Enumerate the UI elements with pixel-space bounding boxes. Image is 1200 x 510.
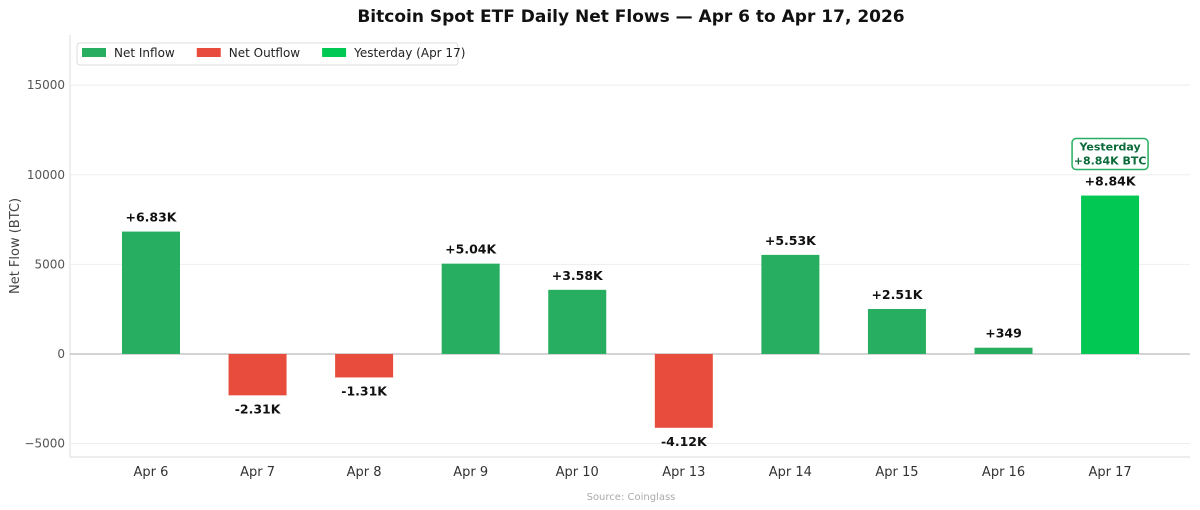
data-label: +5.53K	[765, 233, 817, 248]
bar-apr-9	[441, 263, 500, 354]
data-label: -1.31K	[341, 383, 388, 398]
x-tick-label: Apr 16	[982, 465, 1025, 480]
y-tick-label: 10000	[27, 168, 65, 182]
x-tick-label: Apr 6	[134, 465, 169, 480]
legend-label: Net Inflow	[114, 46, 175, 60]
legend-swatch	[322, 48, 347, 57]
data-label: -4.12K	[661, 434, 708, 449]
bar-apr-7	[228, 353, 287, 396]
legend-swatch	[196, 48, 221, 57]
x-tick-label: Apr 17	[1088, 465, 1131, 480]
legend-label: Net Outflow	[229, 46, 301, 60]
y-tick-label: 5000	[34, 257, 65, 271]
bar-apr-6	[121, 231, 180, 354]
bar-apr-13	[654, 353, 713, 428]
x-tick-label: Apr 9	[453, 465, 488, 480]
chart-title: Bitcoin Spot ETF Daily Net Flows — Apr 6…	[357, 7, 904, 27]
data-label: +8.84K	[1085, 174, 1137, 189]
legend-swatch	[82, 48, 106, 57]
legend	[76, 42, 459, 66]
data-label: +3.58K	[552, 268, 604, 283]
bar-apr-16	[974, 347, 1033, 354]
y-tick-label: −5000	[24, 437, 65, 451]
x-tick-label: Apr 7	[240, 465, 275, 480]
bar-apr-14	[761, 254, 820, 354]
x-tick-label: Apr 14	[769, 465, 812, 480]
y-axis-label: Net Flow (BTC)	[8, 198, 23, 294]
bar-apr-10	[548, 289, 607, 354]
data-label: +6.83K	[125, 210, 177, 225]
legend-label: Yesterday (Apr 17)	[353, 46, 465, 60]
annotation-box	[1071, 137, 1149, 171]
annotation-line1: Yesterday	[1078, 141, 1140, 154]
x-tick-label: Apr 13	[662, 465, 705, 480]
x-tick-label: Apr 8	[347, 465, 382, 480]
bar-apr-8	[335, 353, 394, 378]
y-tick-label: 0	[57, 347, 65, 361]
data-label: +349	[985, 326, 1022, 341]
x-tick-label: Apr 15	[875, 465, 918, 480]
bar-apr-15	[867, 308, 926, 354]
x-tick-label: Apr 10	[556, 465, 599, 480]
annotation-line2: +8.84K BTC	[1074, 155, 1147, 168]
data-label: +2.51K	[871, 287, 923, 302]
data-label: -2.31K	[235, 401, 282, 416]
y-tick-label: 15000	[27, 78, 65, 92]
source-note: Source: Coinglass	[587, 492, 676, 503]
bar-apr-17	[1081, 195, 1140, 354]
data-label: +5.04K	[445, 242, 497, 257]
